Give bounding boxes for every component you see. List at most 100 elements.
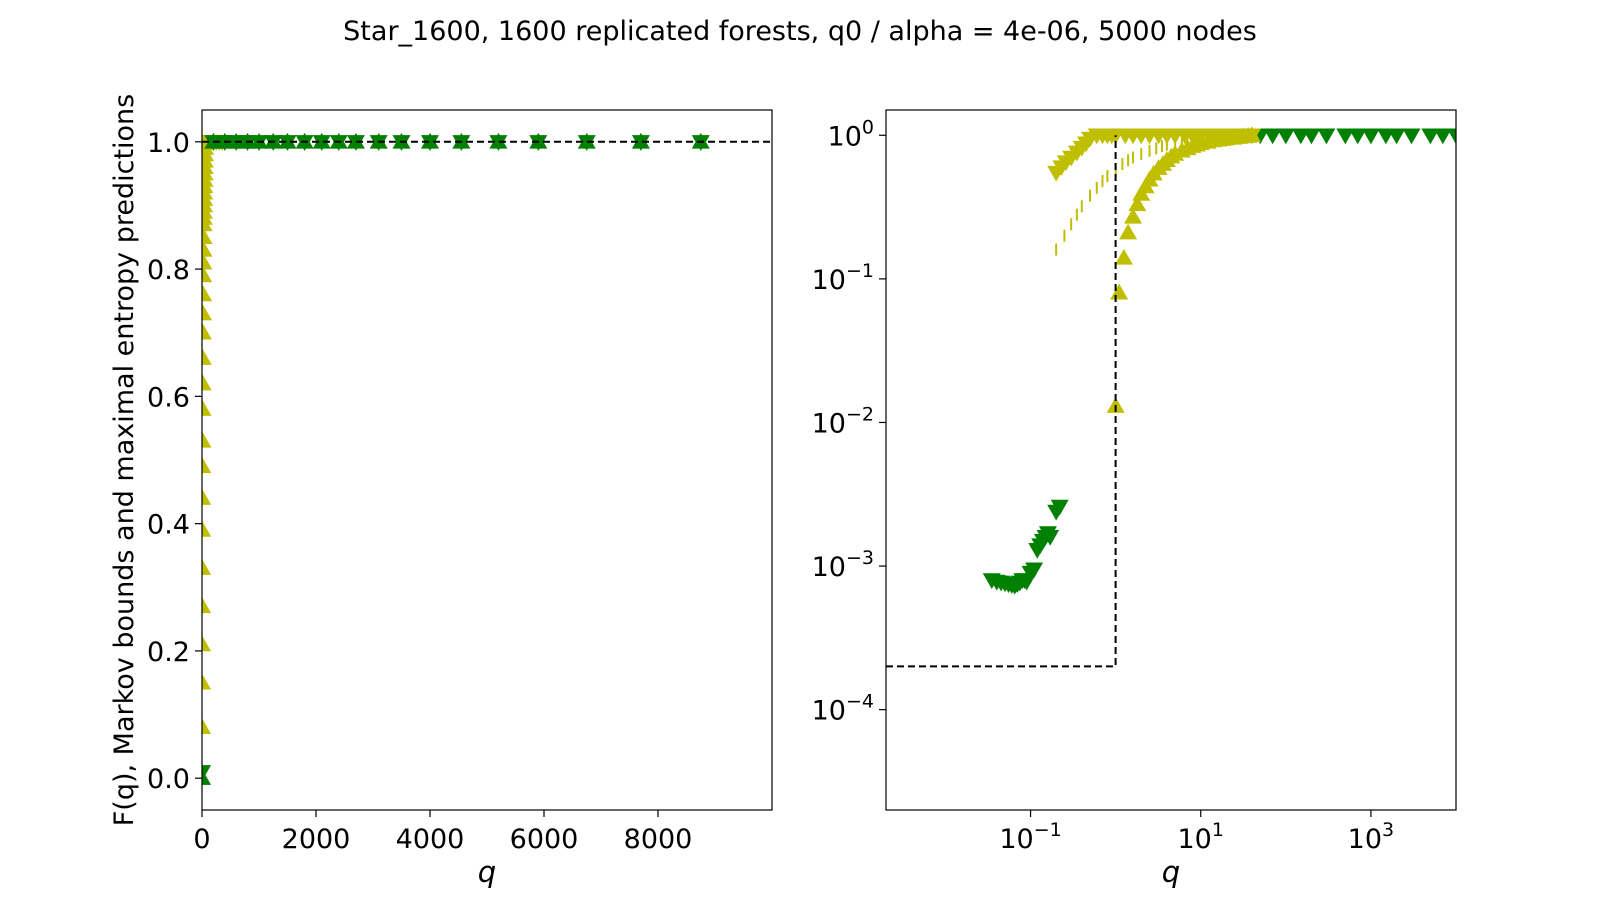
markov-lower-point: [202, 349, 212, 365]
markov-lower-point: [202, 374, 212, 391]
markov-lower-point: [1124, 207, 1143, 224]
max-entropy-high-point: [1302, 128, 1321, 145]
x-tick-label-base: 10: [999, 824, 1033, 855]
left-axis-ticks: 0 2000 4000 6000 8000 0.0 0.2 0.4 0.6 0.8 1.0: [147, 128, 692, 855]
max-entropy-down-point: [631, 135, 650, 151]
x-tick-label-exponent: 1: [1212, 819, 1224, 841]
y-tick-label-base: 10: [812, 408, 846, 439]
max-entropy-down-point: [369, 135, 388, 151]
markov-lower-point: [1119, 223, 1138, 240]
y-tick-label-base: 10: [812, 552, 846, 583]
left-axes-frame: [201, 109, 773, 811]
markov-lower-point: [202, 266, 213, 283]
max-entropy-high-point: [1361, 128, 1380, 145]
x-tick-label: 103: [1348, 819, 1394, 855]
markov-lower-point: [202, 559, 212, 575]
y-tick-label: 1.0: [147, 128, 190, 159]
max-entropy-down-point: [227, 135, 246, 151]
markov-lower-point: [202, 323, 212, 340]
y-tick-label: 10−4: [812, 691, 874, 727]
max-entropy-down-point: [264, 135, 283, 151]
left-panel: 0 2000 4000 6000 8000 0.0 0.2 0.4 0.6 0.8 1.0 q F(…: [109, 94, 773, 889]
markov-lower-point: [202, 253, 213, 270]
markov-lower-point: [202, 457, 212, 474]
x-tick-label: 101: [1178, 819, 1224, 855]
max-entropy-high-point: [1433, 128, 1452, 145]
left-y-axis-label: F(q), Markov bounds and maximal entropy …: [109, 94, 140, 826]
markov-lower-point: [202, 489, 212, 505]
max-entropy-down-point: [278, 135, 297, 151]
x-tick-label: 8000: [624, 824, 693, 855]
markov-lower-point: [202, 241, 213, 257]
max-entropy-high-point: [1276, 128, 1295, 145]
max-entropy-high-point: [1317, 128, 1336, 145]
markov-lower-point: [202, 285, 213, 302]
max-entropy-high-point: [1402, 128, 1421, 145]
y-tick-label: 10−3: [812, 547, 874, 583]
max-entropy-high-point: [1447, 128, 1456, 145]
left-y-axis-label-text: F(q), Markov bounds and maximal entropy …: [109, 94, 140, 826]
y-tick-label: 0.6: [147, 382, 190, 413]
max-entropy-high-point: [1336, 128, 1355, 145]
y-tick-label-base: 10: [812, 265, 846, 296]
max-entropy-down-point: [452, 135, 471, 151]
x-tick-label: 4000: [396, 824, 465, 855]
y-tick-label: 0.4: [147, 510, 190, 541]
figure-title: Star_1600, 1600 replicated forests, q0 /…: [343, 16, 1257, 47]
markov-lower-point: [202, 718, 212, 735]
max-entropy-down-point: [329, 135, 348, 151]
markov-lower-point: [1128, 195, 1147, 212]
reference-dashed-line: [886, 135, 1117, 668]
y-tick-label-exponent: −4: [846, 691, 874, 713]
markov-lower-point: [202, 521, 212, 537]
y-tick-label: 0.0: [147, 764, 190, 795]
y-tick-label-base: 10: [812, 696, 846, 727]
max-entropy-down-point: [204, 135, 223, 151]
right-plot-marks: [886, 126, 1456, 668]
max-entropy-down-point: [295, 135, 314, 151]
max-entropy-down-point: [215, 135, 234, 151]
max-entropy-down-point: [421, 135, 439, 151]
right-x-axis-label: q: [1162, 855, 1180, 889]
markov-lower-point: [202, 597, 212, 614]
y-tick-label: 10−2: [812, 403, 874, 439]
y-tick-label-exponent: −2: [846, 403, 874, 425]
markov-lower-point: [202, 635, 212, 652]
y-tick-label: 0.8: [147, 255, 190, 286]
y-tick-label: 10−1: [812, 260, 874, 296]
max-entropy-down-point: [392, 135, 411, 151]
max-entropy-high-point: [1263, 128, 1282, 145]
x-tick-label: 0: [193, 824, 210, 855]
y-tick-label-exponent: −1: [846, 260, 874, 282]
max-entropy-down-point: [577, 135, 596, 151]
max-entropy-down-point: [238, 135, 257, 151]
left-x-axis-label: q: [478, 855, 496, 889]
y-tick-label-exponent: 0: [862, 116, 874, 138]
x-tick-label-base: 10: [1348, 824, 1382, 855]
max-entropy-point: [1041, 529, 1060, 546]
markov-lower-point: [202, 673, 212, 690]
markov-lower-point: [202, 400, 212, 416]
y-tick-label: 100: [828, 116, 874, 152]
x-tick-label: 6000: [510, 824, 579, 855]
max-entropy-down-point: [202, 765, 212, 781]
max-entropy-down-point: [489, 135, 508, 151]
max-entropy-high-point: [1387, 128, 1406, 145]
markov-lower-point: [202, 228, 213, 245]
max-entropy-down-point: [346, 135, 365, 151]
left-plot-marks: [202, 132, 772, 785]
max-entropy-high-point: [1348, 128, 1367, 145]
max-entropy-down-point: [529, 135, 548, 151]
right-axes-frame: [885, 109, 1457, 811]
x-tick-label-base: 10: [1178, 824, 1212, 855]
max-entropy-high-point: [1421, 128, 1440, 145]
max-entropy-point: [1025, 562, 1044, 579]
y-tick-label: 0.2: [147, 637, 190, 668]
y-tick-label-base: 10: [828, 121, 862, 152]
markov-lower-point: [202, 431, 212, 448]
max-entropy-down-point: [250, 135, 268, 151]
